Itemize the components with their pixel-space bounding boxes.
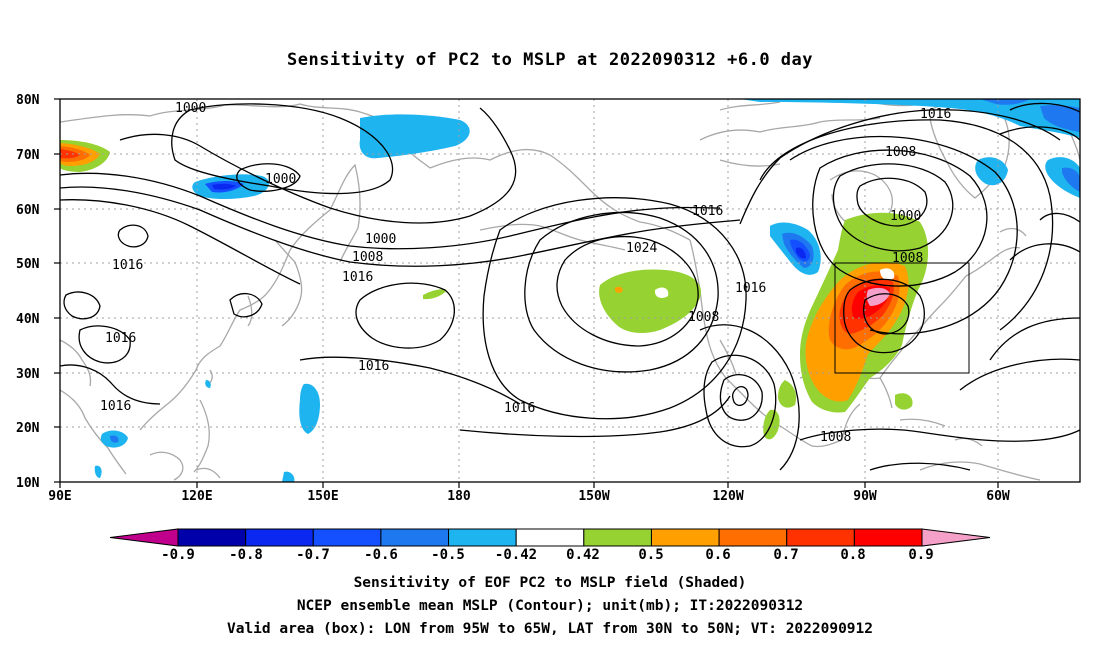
positive-sensitivity-region-pacific: [599, 269, 701, 334]
lon-label: 120W: [712, 489, 743, 504]
lat-label: 30N: [16, 367, 40, 382]
contour-label: 1016: [692, 204, 723, 219]
contour-labels: 1000 1000 1000 1008 1016 1016 1016 1016 …: [100, 101, 951, 445]
caption-line-3: Valid area (box): LON from 95W to 65W, L…: [226, 621, 873, 637]
lon-label: 60W: [986, 489, 1010, 504]
lat-label: 70N: [16, 148, 40, 163]
lat-label: 50N: [16, 257, 40, 272]
sensitivity-neg-0.5-arctic: [1040, 105, 1080, 132]
lat-label: 40N: [16, 312, 40, 327]
colorbar-label: -0.8: [229, 547, 263, 563]
contour-label: 1000: [365, 232, 396, 247]
colorbar-segment: [177, 528, 247, 547]
colorbar-triangle-right: [921, 528, 991, 547]
colorbar-label: 0.5: [638, 547, 663, 563]
negative-sensitivity-region-atlantic: [1045, 157, 1080, 198]
axis-ticks: [54, 98, 999, 488]
colorbar-segment: [245, 528, 314, 547]
lon-label: 90W: [853, 489, 877, 504]
caption-line-1: Sensitivity of EOF PC2 to MSLP field (Sh…: [353, 575, 747, 591]
contour-label: 1000: [175, 101, 206, 116]
colorbar-segment: [650, 528, 720, 547]
lon-label: 150W: [578, 489, 609, 504]
colorbar-label: 0.7: [773, 547, 798, 563]
colorbar-label: 0.6: [705, 547, 730, 563]
mslp-contours: [60, 102, 1080, 471]
map-frame: [59, 98, 1081, 483]
sensitivity-0.8-topleft: [60, 149, 80, 159]
sensitivity-white-core: [880, 268, 895, 280]
valid-area-box: [834, 262, 970, 374]
positive-sensitivity-region-east: [895, 393, 913, 410]
sensitivity-0.6-pacific: [614, 286, 623, 293]
contour-label: 1008: [352, 250, 383, 265]
contour-label: 1000: [890, 209, 921, 224]
colorbar-label: -0.5: [431, 547, 465, 563]
colorbar-segment: [583, 528, 652, 547]
latitude-labels: 80N 70N 60N 50N 40N 30N 20N 10N: [16, 93, 40, 491]
colorbar-triangle-left: [109, 528, 179, 547]
negative-sensitivity-region-bering: [359, 114, 470, 159]
colorbar-label: 0.9: [908, 547, 933, 563]
lat-label: 20N: [16, 421, 40, 436]
sensitivity-max-region: [866, 287, 890, 306]
colorbar-label: -0.6: [364, 547, 398, 563]
colorbar-segment: [718, 528, 788, 547]
lon-label: 90E: [48, 489, 71, 504]
colorbar-label: -0.9: [161, 547, 195, 563]
contour-label: 1016: [735, 281, 766, 296]
colorbar-segment: [448, 528, 517, 547]
contour-label: 1016: [112, 258, 143, 273]
negative-sensitivity-small-2: [94, 465, 102, 478]
colorbar-labels: -0.9 -0.8 -0.7 -0.6 -0.5 -0.42 0.42 0.5 …: [161, 547, 934, 563]
lon-label: 120E: [181, 489, 212, 504]
colorbar-label: 0.42: [566, 547, 600, 563]
plot-title: Sensitivity of PC2 to MSLP at 2022090312…: [286, 50, 813, 70]
lon-label: 180: [447, 489, 471, 504]
colorbar-segment: [380, 528, 450, 547]
colorbar-segment: [312, 528, 382, 547]
contour-label: 1016: [100, 399, 131, 414]
caption-line-2: NCEP ensemble mean MSLP (Contour); unit(…: [296, 598, 804, 614]
contour-label: 1016: [342, 270, 373, 285]
negative-sensitivity-small-1: [205, 380, 211, 388]
sensitivity-neg-0.5-south: [110, 435, 119, 443]
sensitivity-white-pacific: [654, 287, 669, 298]
contour-label: 1016: [105, 331, 136, 346]
lat-label: 60N: [16, 203, 40, 218]
lat-label: 80N: [16, 93, 40, 108]
sensitivity-neg-0.7-siberia: [212, 183, 236, 190]
colorbar: [109, 528, 991, 547]
positive-sensitivity-region-tail: [778, 380, 797, 408]
contour-label: 1016: [920, 107, 951, 122]
longitude-labels: 90E 120E 150E 180 150W 120W 90W 60W: [48, 489, 1010, 504]
lat-label: 10N: [16, 476, 40, 491]
colorbar-segment: [786, 528, 855, 547]
colorbar-label: -0.7: [296, 547, 330, 563]
positive-sensitivity-small: [423, 289, 447, 300]
negative-sensitivity-region-pacific-w: [299, 383, 320, 434]
contour-label: 1008: [688, 310, 719, 325]
colorbar-segment: [515, 528, 585, 547]
negative-sensitivity-small-3: [282, 471, 295, 482]
colorbar-label: 0.8: [840, 547, 865, 563]
contour-label: 1008: [885, 145, 916, 160]
sensitivity-neg-0.7-canada: [796, 247, 806, 259]
contour-label: 1024: [626, 241, 657, 256]
negative-sensitivity-region-arctic: [740, 99, 1080, 138]
map-background: [60, 99, 1080, 482]
contour-label: 1008: [820, 430, 851, 445]
colorbar-segment: [853, 528, 923, 547]
contour-label: 1016: [358, 359, 389, 374]
lon-label: 150E: [307, 489, 338, 504]
sensitivity-neg-0.5-arctic2: [980, 99, 1030, 105]
colorbar-label: -0.42: [495, 547, 537, 563]
contour-label: 1016: [504, 401, 535, 416]
contour-label: 1008: [892, 251, 923, 266]
sensitivity-neg-0.5-atlantic: [1062, 167, 1080, 192]
contour-label: 1000: [265, 172, 296, 187]
